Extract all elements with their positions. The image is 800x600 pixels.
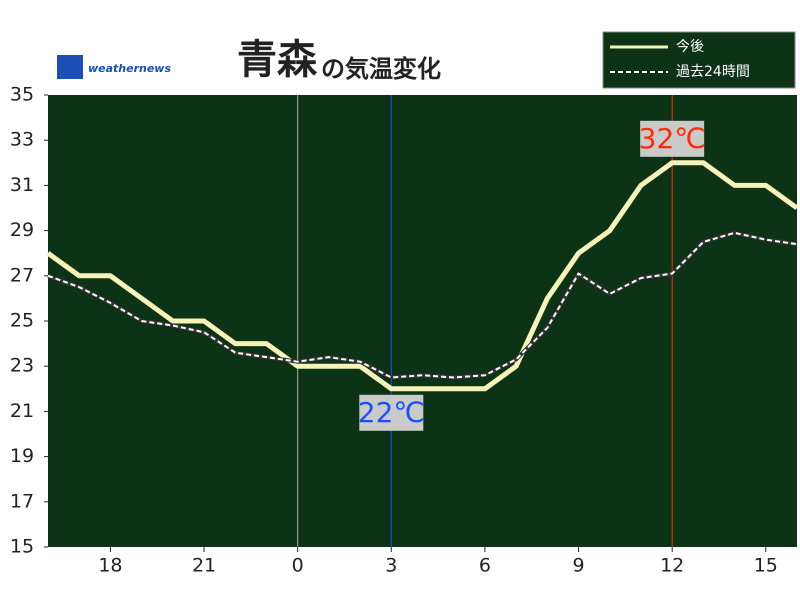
legend-label: 今後 [676, 39, 704, 55]
x-tick-label: 6 [479, 555, 491, 577]
y-tick-label: 17 [10, 490, 34, 512]
x-tick-label: 9 [572, 555, 584, 577]
y-tick-label: 15 [10, 536, 34, 558]
y-tick-label: 31 [10, 174, 34, 196]
legend-box [602, 31, 796, 89]
x-tick-label: 0 [292, 555, 304, 577]
y-tick-label: 21 [10, 400, 34, 422]
logo: weathernews [88, 62, 171, 75]
x-tick-label: 18 [98, 555, 122, 577]
x-tick-label: 12 [660, 555, 684, 577]
y-tick-label: 33 [10, 129, 34, 151]
legend-label: 過去24時間 [676, 64, 750, 80]
y-tick-label: 35 [10, 84, 34, 106]
logo-mark [57, 55, 83, 79]
y-tick-label: 23 [10, 355, 34, 377]
annotation-box [640, 120, 705, 157]
y-tick-label: 27 [10, 264, 34, 286]
annotation-label: 22℃ [358, 396, 425, 429]
chart-title-rest: の気温変化 [321, 55, 441, 83]
y-tick-label: 25 [10, 310, 34, 332]
series-line [46, 160, 799, 392]
chart-title-place: 青森 [237, 37, 318, 83]
series-line [47, 231, 798, 379]
annotation-box [359, 394, 424, 431]
y-tick-label: 29 [10, 219, 34, 241]
y-tick-label: 19 [10, 445, 34, 467]
x-tick-label: 15 [754, 555, 778, 577]
x-tick-label: 21 [192, 555, 216, 577]
x-tick-label: 3 [385, 555, 397, 577]
annotation-label: 32℃ [639, 122, 706, 155]
